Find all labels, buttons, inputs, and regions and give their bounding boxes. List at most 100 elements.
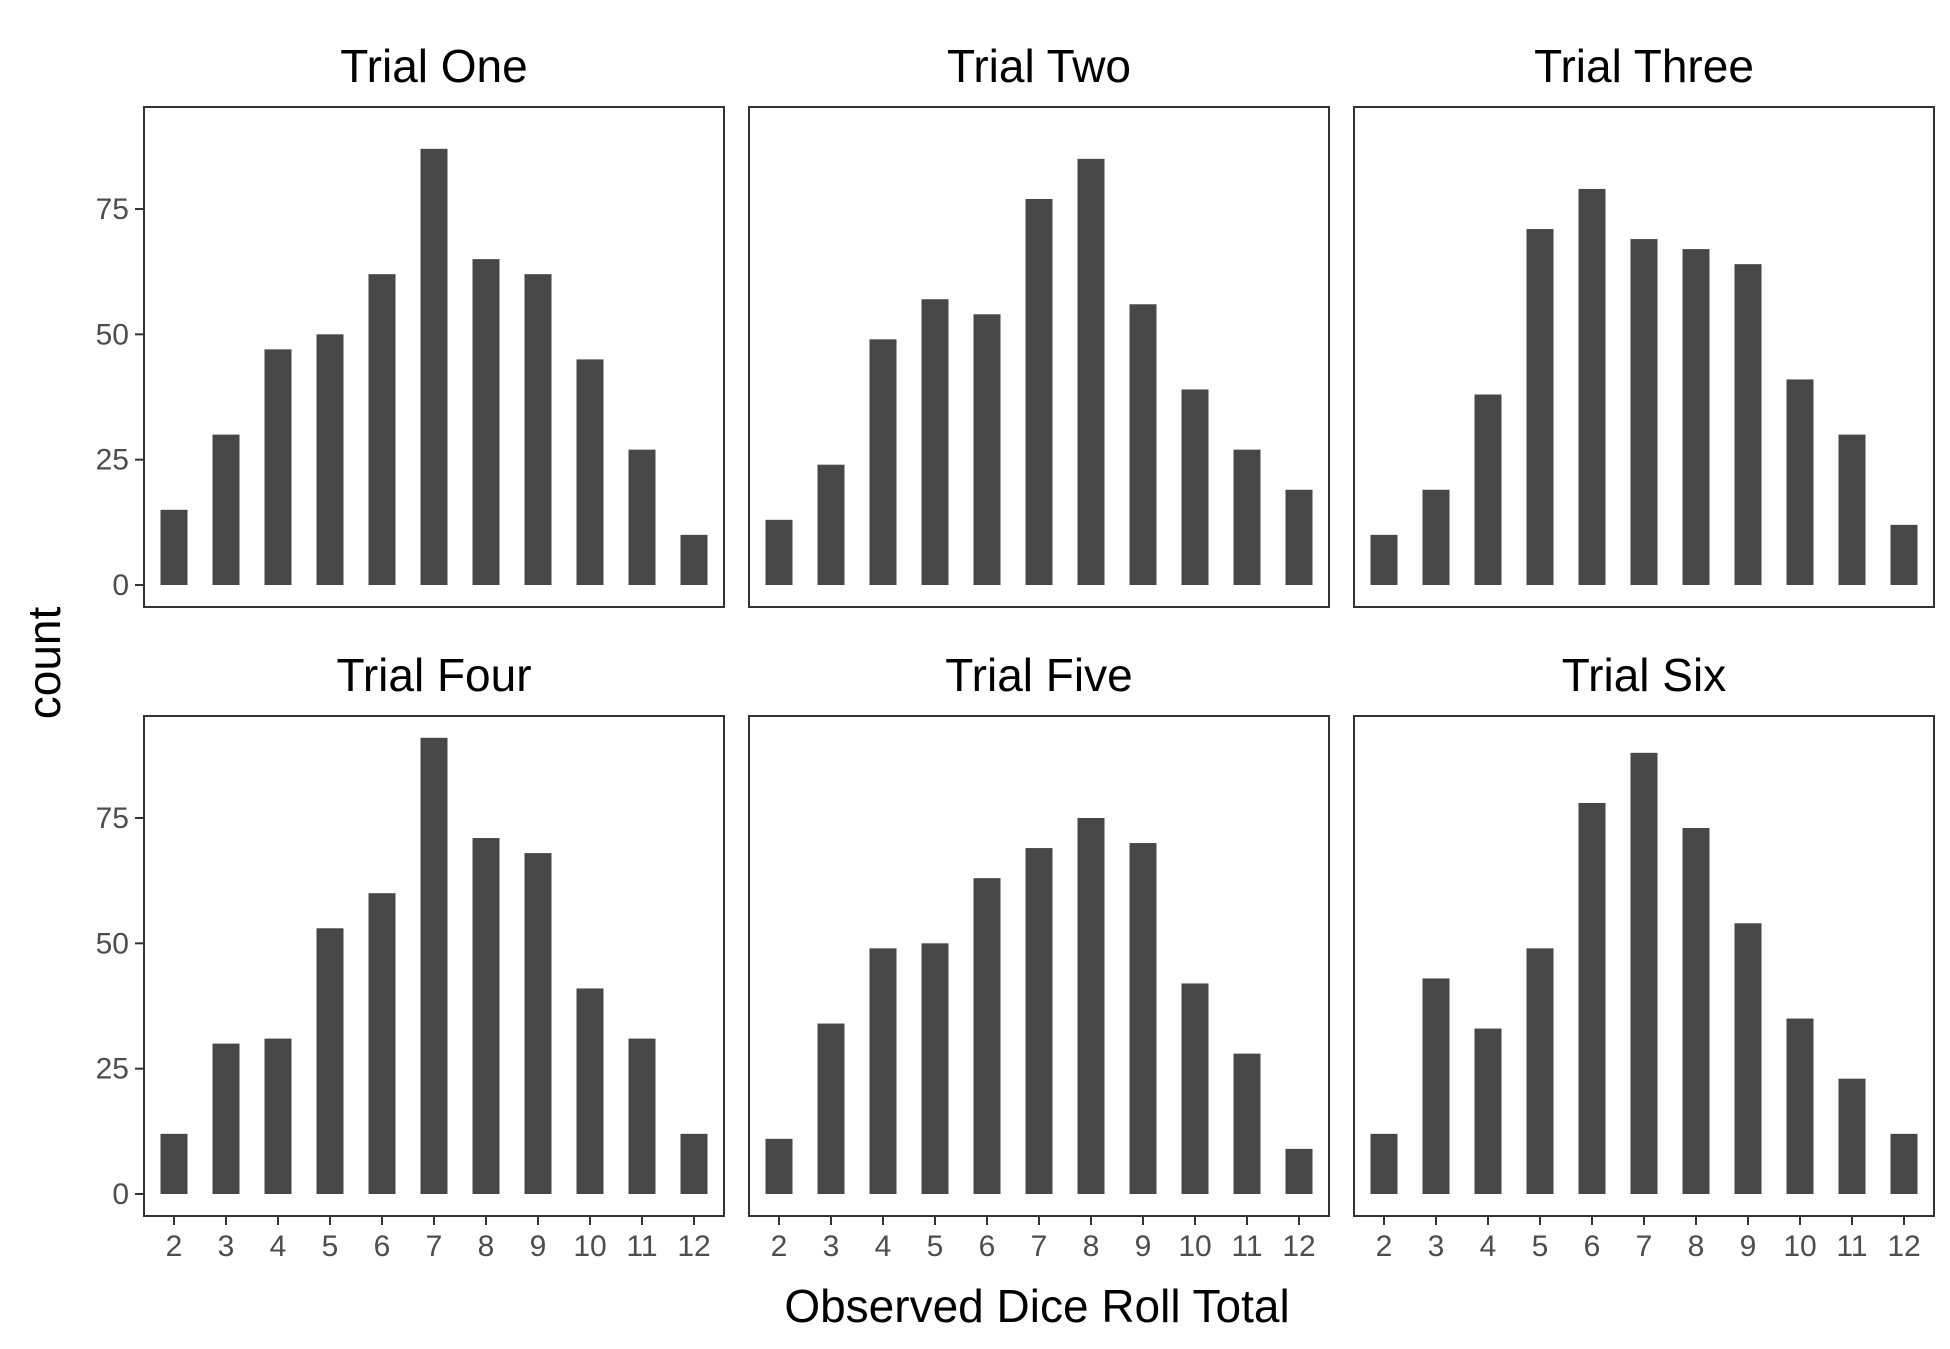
x-tick-label: 8 (478, 1230, 495, 1263)
x-tick-label: 6 (979, 1230, 996, 1263)
x-tick-label: 10 (1178, 1230, 1211, 1263)
y-tick-label: 25 (96, 1053, 129, 1086)
y-tick-label: 0 (112, 569, 129, 602)
bar-6 (368, 893, 396, 1194)
x-tick-label: 11 (626, 1230, 657, 1263)
bar-5 (1526, 229, 1554, 585)
panel-trial-three: Trial Three (1353, 40, 1935, 608)
bar-5 (316, 928, 344, 1194)
panel-title: Trial Two (947, 40, 1131, 92)
bar-2 (160, 1133, 188, 1194)
bar-10 (1181, 389, 1209, 585)
x-tick-label: 2 (166, 1230, 183, 1263)
bar-12 (680, 534, 708, 585)
bar-4 (869, 948, 897, 1194)
bar-7 (1025, 198, 1053, 585)
bar-7 (1630, 752, 1658, 1194)
x-tick-label: 5 (322, 1230, 339, 1263)
bar-4 (264, 1038, 292, 1194)
x-tick-label: 7 (1031, 1230, 1048, 1263)
bar-11 (1838, 434, 1866, 585)
panel-border (1353, 106, 1935, 608)
y-tick-label: 75 (96, 802, 129, 835)
bar-3 (1422, 978, 1450, 1194)
bar-12 (1890, 1133, 1918, 1194)
bar-11 (1233, 1053, 1261, 1194)
y-tick-label: 0 (112, 1178, 129, 1211)
bar-8 (1682, 828, 1710, 1194)
x-tick-label: 9 (1740, 1230, 1757, 1263)
x-tick-label: 5 (1532, 1230, 1549, 1263)
bar-7 (1025, 848, 1053, 1194)
bar-12 (1890, 524, 1918, 585)
y-tick-label: 25 (96, 444, 129, 477)
x-tick-label: 5 (927, 1230, 944, 1263)
bar-11 (1233, 449, 1261, 585)
panel-title: Trial Four (336, 649, 531, 701)
x-tick-label: 9 (1135, 1230, 1152, 1263)
panel-trial-six: Trial Six 2 3 4 5 6 7 8 9 10 11 12 (1353, 649, 1935, 1263)
bar-4 (869, 339, 897, 585)
bar-11 (628, 1038, 656, 1194)
x-tick-label: 11 (1231, 1230, 1262, 1263)
y-tick-label: 50 (96, 927, 129, 960)
x-tick-label: 7 (426, 1230, 443, 1263)
bar-2 (160, 509, 188, 585)
bar-11 (628, 449, 656, 585)
x-tick-label: 12 (677, 1230, 710, 1263)
panel-title: Trial Three (1534, 40, 1754, 92)
bar-2 (1370, 534, 1398, 585)
bar-7 (420, 737, 448, 1194)
x-tick-label: 2 (1376, 1230, 1393, 1263)
bar-12 (1285, 489, 1313, 585)
bar-7 (420, 148, 448, 585)
bar-5 (921, 299, 949, 585)
x-tick-label: 7 (1636, 1230, 1653, 1263)
bar-12 (1285, 1148, 1313, 1194)
bar-3 (212, 434, 240, 585)
x-tick-label: 4 (270, 1230, 287, 1263)
y-tick-label: 75 (96, 193, 129, 226)
x-tick-label: 8 (1083, 1230, 1100, 1263)
x-tick-label: 3 (1428, 1230, 1445, 1263)
bar-3 (817, 1023, 845, 1194)
y-axis-title: count (18, 607, 70, 720)
panel-trial-one: Trial One 0 25 50 75 (96, 40, 725, 608)
bar-9 (1129, 304, 1157, 585)
bar-4 (1474, 394, 1502, 585)
bar-6 (973, 878, 1001, 1194)
panel-title: Trial One (340, 40, 527, 92)
x-tick-label: 2 (771, 1230, 788, 1263)
bar-7 (1630, 239, 1658, 585)
panel-title: Trial Six (1562, 649, 1726, 701)
bar-10 (1786, 379, 1814, 585)
bar-8 (1077, 818, 1105, 1194)
x-tick-label: 10 (1783, 1230, 1816, 1263)
x-axis-title: Observed Dice Roll Total (784, 1280, 1289, 1332)
bar-8 (472, 259, 500, 585)
bar-10 (576, 359, 604, 585)
x-tick-label: 4 (875, 1230, 892, 1263)
y-tick-label: 50 (96, 318, 129, 351)
x-tick-label: 6 (1584, 1230, 1601, 1263)
bar-3 (817, 464, 845, 585)
bar-3 (1422, 489, 1450, 585)
bar-8 (1682, 249, 1710, 585)
bar-11 (1838, 1078, 1866, 1194)
bar-9 (524, 274, 552, 585)
bar-5 (921, 943, 949, 1194)
x-tick-label: 4 (1480, 1230, 1497, 1263)
bar-3 (212, 1043, 240, 1194)
panel-border (748, 106, 1330, 608)
bar-6 (1578, 188, 1606, 586)
bar-8 (1077, 158, 1105, 585)
panel-trial-five: Trial Five 2 3 4 5 6 7 8 9 10 11 12 (748, 649, 1330, 1263)
bar-5 (1526, 948, 1554, 1194)
bar-6 (1578, 802, 1606, 1194)
bar-4 (1474, 1028, 1502, 1194)
x-tick-label: 10 (573, 1230, 606, 1263)
x-tick-label: 12 (1282, 1230, 1315, 1263)
bar-6 (973, 314, 1001, 585)
